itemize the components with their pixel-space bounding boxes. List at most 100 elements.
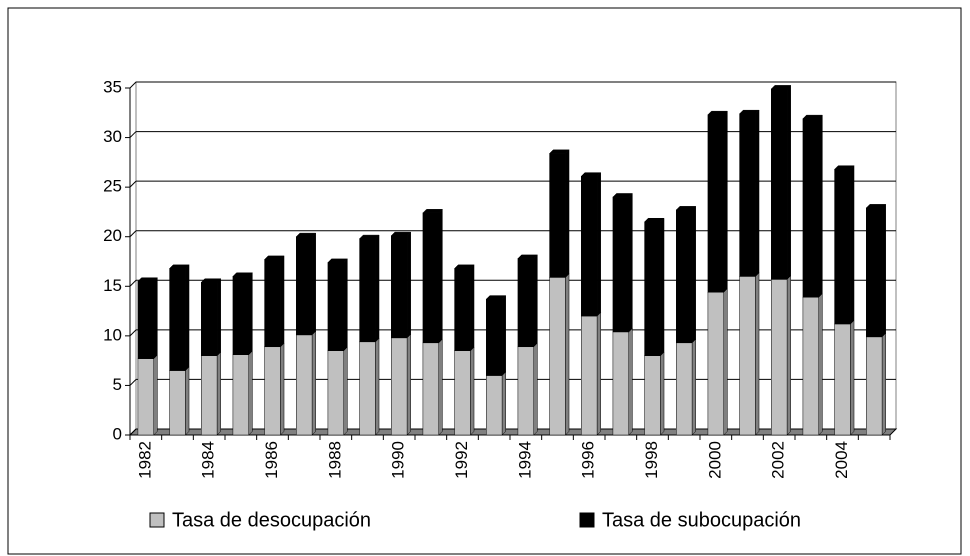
bar-top [485,295,507,300]
bar [454,268,471,351]
bar [581,175,598,317]
y-tick-label: 15 [103,276,122,295]
bar-side [501,294,506,377]
bar [644,221,661,356]
bar-top [707,110,728,116]
bar-segment [865,203,887,338]
bar-side [723,110,728,293]
bar [834,169,851,325]
y-tick-label: 30 [103,127,122,146]
grid-line [129,329,137,337]
bar-side [596,172,601,317]
bar-top [422,209,443,214]
bar-segment [643,351,665,436]
bar-top [453,264,475,269]
bar-top [580,172,602,177]
grid-line [129,131,137,138]
bar [517,258,535,348]
x-tick-label: 1988 [325,441,344,479]
x-tick-label: 1992 [452,441,471,479]
bar [391,235,408,339]
bar [264,346,281,436]
bar-segment [707,110,728,293]
bar-top [295,232,317,237]
x-tick-label: 2004 [832,441,851,479]
bar [581,315,598,436]
bar-side [533,254,538,348]
bar-side [470,346,475,436]
bar [201,282,218,356]
bar [422,212,439,344]
bar-side [185,264,190,372]
bar-side [850,319,855,436]
y-tick-label: 35 [103,77,122,96]
bar-segment [358,234,380,343]
bar-side [248,350,253,436]
bar-top [263,255,285,260]
bar-segment [485,371,507,436]
bar-segment [580,311,602,436]
bar-top [548,149,570,154]
bar [549,153,566,278]
bar [137,358,155,436]
bar-side [565,149,570,278]
bar-top [865,204,887,209]
bar [264,259,281,348]
bar [327,350,344,436]
bar-side [438,338,443,436]
grid-line [129,180,137,188]
grid-line [129,279,137,287]
bar-segment [358,337,380,436]
bar-top [517,254,538,259]
bar-top [770,85,792,90]
bar-segment [612,192,633,333]
bar [644,355,661,436]
y-tick-label: 5 [113,375,122,394]
bar [486,375,503,436]
bar-segment [517,254,538,348]
y-tick-label: 20 [103,226,122,245]
bar [771,279,788,436]
bar [296,334,313,436]
bar-segment [548,149,570,278]
bar-side [818,114,823,298]
bar-side [533,342,538,436]
bar-segment [168,264,190,372]
bar-side [786,84,791,280]
bar-side [153,354,158,436]
bar-segment [485,294,507,377]
bar [802,118,820,298]
bar-side [185,366,190,436]
bar-segment [453,264,475,352]
bar-segment [833,319,855,436]
grid-line [129,81,137,89]
x-tick-label: 1984 [199,441,218,479]
bar-segment [612,327,633,436]
bar [517,346,535,436]
bar-side [375,234,380,343]
x-tick-label: 1990 [389,441,408,479]
bar [676,209,693,344]
y-tick-label: 0 [113,424,122,443]
bar-segment [327,346,348,436]
bar [486,298,503,376]
bar-segment [200,351,222,436]
bar-top [738,109,760,115]
bar-side [248,272,253,356]
bar-side [216,351,221,436]
bar-segment [453,346,475,436]
bar-side [501,371,506,436]
bar [422,342,439,436]
bar [739,113,756,277]
bar-segment [707,288,728,436]
bar [296,236,313,336]
bar [866,207,883,338]
x-tick-label: 2002 [769,441,788,479]
bar [771,88,788,280]
bar-segment [802,114,823,298]
x-tick-label: 1986 [262,441,281,479]
bar [834,323,851,436]
bar-side [565,273,570,436]
